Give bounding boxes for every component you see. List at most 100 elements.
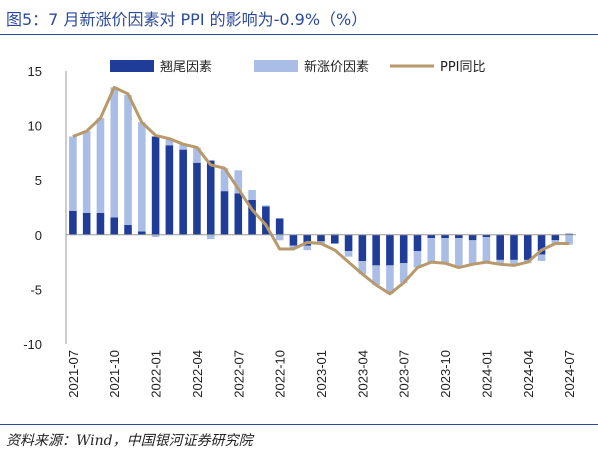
bar-new-price (441, 238, 449, 264)
line-ppi-yoy (72, 85, 570, 296)
bar-new-price (399, 263, 408, 283)
bar-new-price (510, 259, 518, 266)
bar-carryover (179, 149, 187, 235)
bar-new-price (386, 265, 394, 294)
legend-swatch-new-price (254, 60, 298, 72)
bar-carryover (523, 234, 532, 260)
bar-new-price (565, 234, 573, 245)
bar-new-price (551, 240, 560, 244)
y-tick-label: -10 (23, 337, 42, 352)
x-tick-label: 2023-04 (355, 350, 370, 398)
source-divider (0, 424, 598, 425)
bar-carryover (303, 234, 312, 246)
y-tick-label: 15 (28, 64, 42, 79)
x-tick-label: 2024-04 (521, 350, 536, 398)
bar-new-price (206, 234, 215, 240)
bar-new-price (151, 234, 160, 237)
bar-new-price (179, 144, 187, 150)
bar-new-price (413, 251, 422, 268)
title-divider (0, 34, 598, 35)
bar-new-price (165, 138, 174, 146)
x-tick-label: 2023-10 (438, 350, 453, 398)
bar-new-price (124, 95, 132, 225)
bar-new-price (372, 265, 380, 286)
source-note: 资料来源：Wind，中国银河证券研究院 (6, 433, 253, 449)
bar-new-price (96, 117, 105, 213)
chart-title: 图5：7 月新涨价因素对 PPI 的影响为-0.9%（%） (6, 10, 368, 29)
y-tick-label: 0 (35, 228, 42, 243)
bar-new-price (482, 236, 491, 263)
bar-carryover (317, 234, 325, 242)
bar-carryover (262, 206, 270, 235)
bar-carryover (427, 234, 436, 239)
bar-new-price (193, 147, 201, 163)
y-tick-label: -5 (30, 282, 42, 297)
x-tick-label: 2022-10 (273, 350, 288, 398)
bar-carryover (289, 234, 298, 246)
x-tick-label: 2022-07 (231, 350, 246, 398)
bar-carryover (275, 218, 284, 235)
bar-carryover (510, 234, 518, 260)
x-tick-label: 2024-01 (479, 350, 494, 398)
bar-carryover (455, 234, 463, 239)
bar-new-price (220, 168, 229, 192)
bar-carryover (193, 162, 201, 235)
bar-carryover (82, 212, 91, 235)
x-tick-label: 2023-01 (314, 350, 329, 398)
bar-carryover (358, 234, 367, 262)
bar-new-price (427, 238, 436, 263)
bar-carryover (468, 234, 477, 241)
x-tick-label: 2023-07 (397, 350, 412, 398)
legend-swatch-carryover (110, 60, 154, 72)
x-tick-label: 2024-07 (562, 350, 577, 398)
bar-carryover (372, 234, 380, 266)
bar-carryover (138, 231, 146, 235)
bar-carryover (482, 234, 491, 237)
bar-new-price (455, 238, 463, 268)
bar-carryover (565, 233, 573, 235)
bar-new-price (537, 254, 546, 262)
bar-carryover (496, 234, 504, 260)
bar-carryover (110, 217, 119, 235)
bar-new-price (468, 240, 477, 265)
bar-carryover (206, 160, 215, 235)
bar-new-price (69, 136, 77, 211)
bar-carryover (551, 234, 560, 241)
bar-new-price (496, 259, 504, 265)
x-tick-label: 2021-07 (66, 350, 81, 398)
bar-carryover (413, 234, 422, 252)
bar-carryover (344, 234, 353, 252)
bar-carryover (386, 234, 394, 266)
bar-new-price (234, 170, 243, 194)
bar-carryover (537, 234, 546, 255)
bar-carryover (220, 191, 229, 235)
y-tick-label: 5 (35, 173, 42, 188)
bar-carryover (441, 234, 449, 239)
bar-new-price (358, 261, 367, 275)
legend-label-ppi-yoy: PPI同比 (440, 60, 486, 75)
bar-new-price (248, 190, 256, 200)
bar-new-price (138, 122, 146, 232)
bar-carryover (165, 145, 174, 235)
bar-carryover (330, 234, 339, 244)
bar-new-price (330, 233, 339, 235)
bar-carryover (399, 234, 408, 264)
bar-carryover (124, 224, 132, 235)
x-tick-label: 2021-10 (107, 350, 122, 398)
bar-new-price (275, 234, 284, 241)
legend-label-new-price: 新涨价因素 (304, 59, 369, 75)
bar-new-price (344, 251, 353, 257)
bar-new-price (303, 245, 312, 251)
legend-label-carryover: 翘尾因素 (160, 60, 212, 75)
bar-carryover (248, 199, 256, 235)
y-tick-label: 10 (28, 119, 42, 134)
bar-new-price (110, 87, 119, 218)
bar-new-price (262, 205, 270, 207)
x-tick-label: 2022-04 (190, 350, 205, 398)
bar-carryover (96, 212, 105, 235)
bar-new-price (82, 131, 91, 213)
x-tick-label: 2022-01 (149, 350, 164, 398)
bar-carryover (69, 210, 77, 235)
bar-carryover (151, 136, 160, 235)
